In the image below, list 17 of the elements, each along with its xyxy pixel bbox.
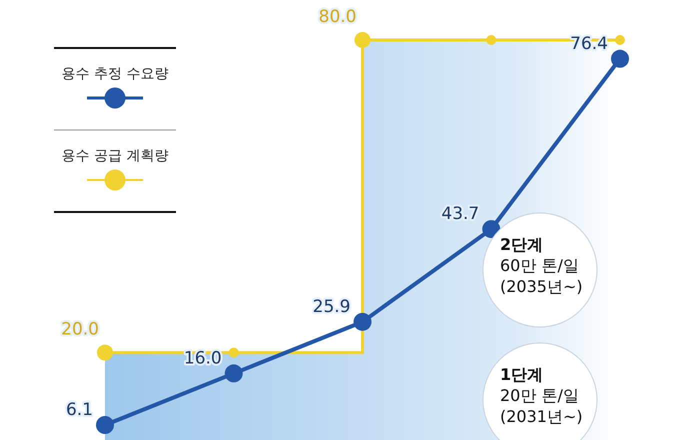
point bbox=[354, 312, 372, 331]
point bbox=[224, 364, 243, 382]
annotation: 2단계 60만 톤/일 (2035년~) bbox=[500, 235, 583, 296]
point bbox=[486, 35, 496, 45]
data-label: 80.0 bbox=[318, 7, 356, 27]
annotation: 1단계 20만 톤/일 (2031년~) bbox=[500, 365, 583, 426]
point bbox=[228, 348, 239, 358]
text: 용수 추정 수요량 bbox=[62, 66, 168, 82]
data-label: 25.9 bbox=[312, 296, 350, 317]
data-label: 20.0 bbox=[61, 320, 99, 340]
data-label: 16.0 bbox=[184, 348, 222, 368]
text: 용수 공급 계획량 bbox=[62, 148, 168, 164]
point bbox=[611, 50, 629, 68]
point bbox=[96, 416, 114, 434]
data-label: 6.1 bbox=[66, 400, 93, 420]
data-label: 43.7 bbox=[441, 204, 480, 224]
point bbox=[615, 35, 625, 45]
